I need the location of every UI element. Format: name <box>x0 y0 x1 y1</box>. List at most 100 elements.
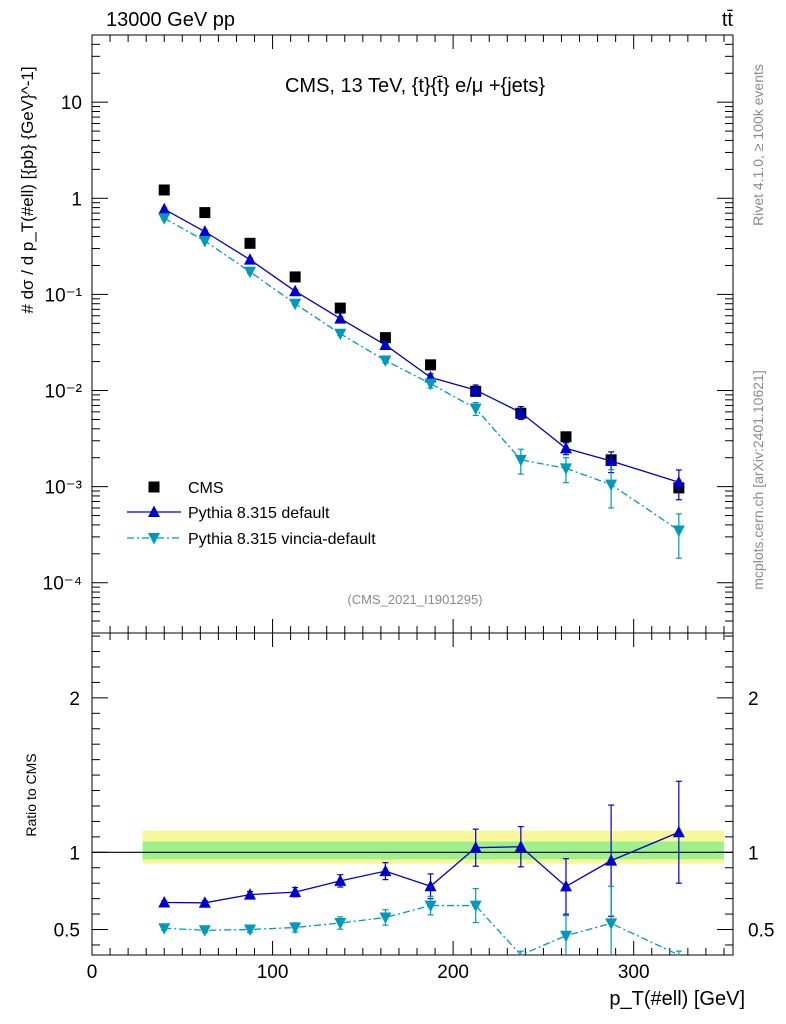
ratio-tick-label-right: 2 <box>748 689 759 710</box>
ratio-point <box>605 854 618 866</box>
data-point <box>158 213 171 225</box>
data-point <box>514 406 527 418</box>
ratio-line <box>164 831 680 904</box>
ratio-point <box>379 864 392 877</box>
data-point <box>672 475 685 488</box>
ratio-point <box>469 841 482 853</box>
x-tick-label: 300 <box>618 962 650 983</box>
y-tick-label: 10⁻⁴ <box>43 574 82 595</box>
x-axis-label: p_T(#ell) [GeV] <box>609 988 745 1010</box>
ratio-point <box>605 918 618 930</box>
data-point <box>158 202 171 215</box>
data-point <box>289 284 302 297</box>
ratio-tick-label-right: 1 <box>748 843 759 864</box>
ratio-point <box>424 879 437 892</box>
y-tick-label: 1 <box>71 189 82 210</box>
data-point <box>469 403 482 416</box>
ratio-point <box>379 912 392 924</box>
legend-label: CMS <box>188 480 224 497</box>
legend-marker <box>148 533 160 545</box>
stat-uncertainty-band <box>142 841 724 860</box>
y-axis-label: # dσ / d p_T(#ell) [{pb} {GeV}^-1] <box>18 66 37 313</box>
series-group <box>158 184 685 956</box>
ratio-point <box>559 930 572 943</box>
tick-labels: 0 100 200 300 10⁻⁴ 10⁻³ 10⁻² 10⁻¹ 1 10 0.5 0.5 1 1 2 2 <box>43 93 775 983</box>
x-tick-label: 200 <box>437 962 469 983</box>
y-tick-label: 10⁻² <box>45 382 83 403</box>
ratio-point <box>559 879 572 892</box>
y-tick-label: 10⁻³ <box>45 478 83 499</box>
legend: CMS Pythia 8.315 default Pythia 8.315 vinc… <box>127 480 376 548</box>
y-tick-label: 10⁻¹ <box>45 285 83 306</box>
data-point <box>158 184 170 196</box>
ratio-point <box>672 825 685 838</box>
data-point <box>334 328 347 341</box>
ratio-axis-label: Ratio to CMS <box>23 753 39 836</box>
data-point <box>334 312 347 324</box>
ratio-bands <box>92 830 733 864</box>
legend-label: Pythia 8.315 default <box>188 505 330 522</box>
header-right: tt̄ <box>722 9 734 31</box>
data-point <box>334 302 346 314</box>
legend-marker <box>148 505 160 517</box>
data-point <box>243 253 256 265</box>
ratio-series-2 <box>158 885 682 956</box>
data-point <box>198 235 211 248</box>
axes <box>91 34 733 955</box>
ratio-point <box>289 922 302 935</box>
ratio-tick-label-right: 0.5 <box>748 921 774 942</box>
data-point <box>605 454 618 466</box>
ratio-point <box>334 918 347 930</box>
data-point <box>559 441 572 454</box>
analysis-tag: (CMS_2021_I1901295) <box>347 592 482 607</box>
ratio-point <box>424 900 437 913</box>
y-tick-label: 10 <box>61 93 82 114</box>
data-point <box>379 338 392 350</box>
ratio-point <box>469 900 482 913</box>
x-tick-label: 0 <box>87 962 98 983</box>
ratio-tick-label: 1 <box>69 843 80 864</box>
data-point <box>243 266 256 279</box>
header-left: 13000 GeV pp <box>106 9 235 31</box>
ratio-series-1 <box>158 780 685 917</box>
series-line <box>163 208 680 483</box>
series-2 <box>158 213 685 559</box>
data-point <box>379 355 392 368</box>
data-point <box>560 431 572 443</box>
ratio-point <box>514 840 527 852</box>
chart-title: CMS, 13 TeV, {t}{t̄} e/μ +{jets} <box>285 75 545 97</box>
data-point <box>424 378 437 391</box>
ratio-point <box>289 885 302 898</box>
legend-marker <box>148 481 160 493</box>
ratio-point <box>243 888 256 900</box>
data-point <box>289 298 302 311</box>
data-point <box>469 383 482 396</box>
ratio-point <box>243 924 256 937</box>
mcplots-label: mcplots.cern.ch [arXiv:2401.10621] <box>750 370 766 589</box>
ratio-line <box>164 904 680 956</box>
data-point <box>514 454 527 467</box>
data-point <box>605 479 618 492</box>
x-tick-label: 100 <box>257 962 289 983</box>
data-point <box>379 332 391 344</box>
ratio-tick-label: 0.5 <box>54 921 80 942</box>
ratio-point <box>198 896 211 908</box>
rivet-label: Rivet 4.1.0, ≥ 100k events <box>750 64 766 226</box>
data-point <box>244 237 256 249</box>
ratio-point <box>158 895 171 908</box>
series-0 <box>158 184 685 494</box>
data-point <box>198 225 211 237</box>
legend-label: Pythia 8.315 vincia-default <box>188 531 376 548</box>
data-point <box>289 271 301 283</box>
ratio-point <box>158 923 171 935</box>
data-point <box>199 207 211 219</box>
ratio-point <box>198 925 211 937</box>
data-point <box>672 525 685 537</box>
ratio-panel-frame <box>91 632 734 956</box>
series-line <box>163 217 680 531</box>
data-point <box>425 359 437 371</box>
data-point <box>559 463 572 475</box>
ratio-tick-label: 2 <box>69 689 80 710</box>
ratio-point <box>334 874 347 886</box>
